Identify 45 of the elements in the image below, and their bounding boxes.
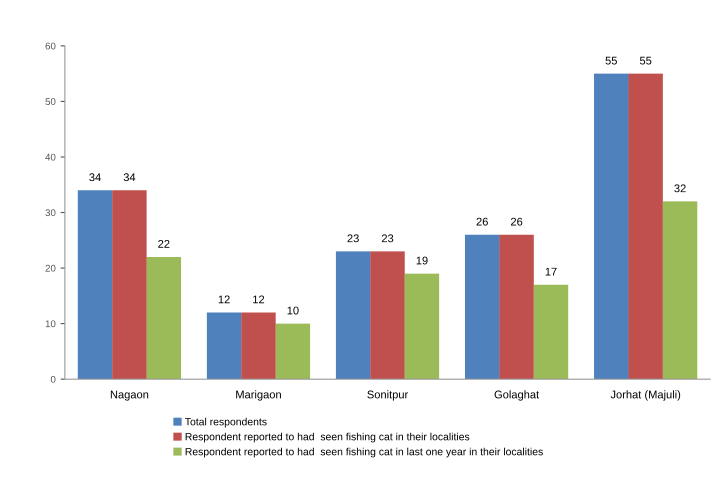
x-tick-label: Jorhat (Majuli)	[610, 390, 680, 401]
y-tick-label: 30	[45, 209, 56, 216]
data-label: 17	[546, 268, 557, 276]
y-tick-label: 50	[45, 98, 56, 106]
data-label: 12	[253, 295, 264, 304]
y-tick-label: 20	[46, 264, 56, 272]
data-label: 26	[510, 218, 522, 226]
legend-label: Respondent reported to had seen fishing cat in last one year in their localities	[186, 448, 543, 458]
data-label: 10	[288, 306, 299, 314]
y-tick-label: 10	[46, 320, 56, 328]
bar	[370, 251, 405, 380]
bar	[404, 274, 440, 380]
x-tick-label: Marigaon	[236, 390, 281, 401]
bar	[112, 190, 147, 380]
data-label: 19	[416, 256, 428, 264]
x-tick-label: Sonitpur	[367, 390, 408, 401]
bar	[276, 324, 310, 380]
data-label: 34	[124, 173, 136, 182]
bar	[464, 234, 500, 380]
bar	[336, 251, 370, 380]
bar	[534, 284, 568, 380]
data-label: 23	[348, 234, 359, 242]
bar	[594, 74, 628, 380]
x-tick-label: Nagaon	[110, 390, 148, 401]
y-tick-label: 40	[45, 154, 56, 161]
bar	[499, 234, 534, 380]
x-tick-label: Golaghat	[494, 390, 540, 401]
data-label: 22	[158, 240, 170, 248]
bar	[146, 256, 182, 380]
legend-label: Total respondents	[185, 418, 267, 428]
data-label: 12	[218, 295, 230, 304]
bar	[78, 190, 112, 380]
data-label: 55	[606, 56, 617, 65]
data-label: 32	[674, 184, 686, 192]
data-label: 55	[640, 56, 652, 65]
bar	[206, 312, 242, 380]
data-label: 23	[382, 234, 394, 242]
data-label: 34	[89, 173, 101, 182]
legend-label: Respondent reported to had seen fishing cat in their localities	[186, 432, 470, 442]
bar	[662, 201, 698, 380]
data-label: 26	[476, 218, 488, 226]
y-tick-label: 0	[50, 376, 56, 383]
bar	[241, 312, 276, 380]
y-tick-label: 60	[46, 42, 56, 50]
bar	[628, 74, 663, 380]
